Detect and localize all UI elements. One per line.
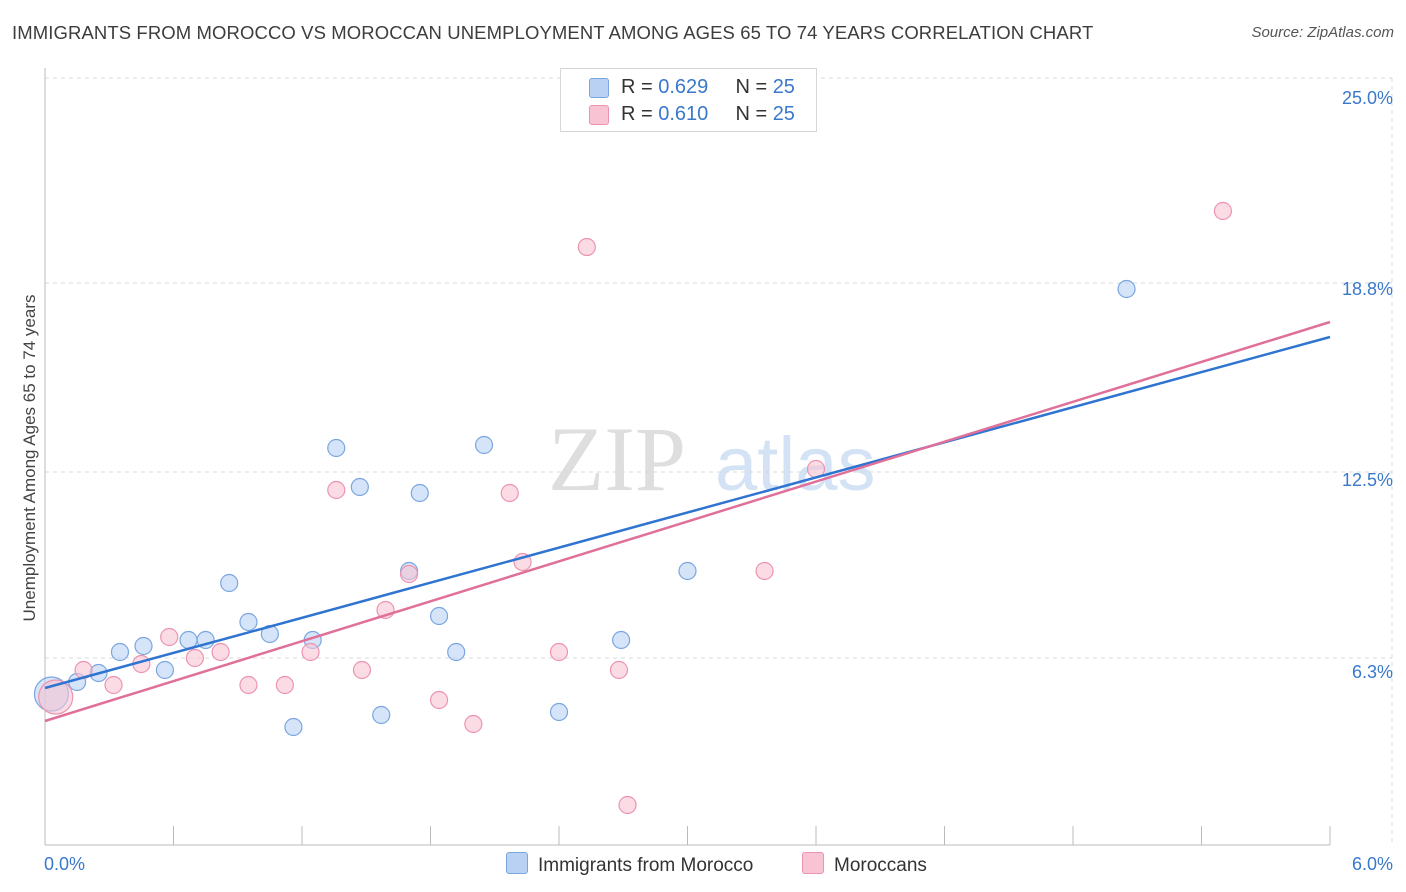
legend-swatch-pink — [802, 852, 824, 874]
y-tick-label: 25.0% — [1342, 88, 1393, 108]
x-tick-label: 0.0% — [44, 854, 85, 874]
legend-n-value: 25 — [772, 76, 795, 98]
correlation-legend: R = 0.629 N = 25 R = 0.610 N = 25 — [560, 68, 817, 132]
point-moroccans — [211, 642, 230, 662]
legend-n-label: N = — [735, 76, 773, 98]
y-tick-label: 18.8% — [1342, 279, 1393, 299]
point-moroccans — [500, 483, 519, 503]
legend-r-value: 0.610 — [658, 103, 709, 125]
point-moroccans — [1213, 201, 1233, 221]
y-tick-label: 12.5% — [1342, 470, 1393, 490]
point-morocco — [429, 606, 449, 626]
point-morocco — [372, 705, 391, 725]
legend-n-label: N = — [735, 103, 773, 125]
point-moroccans — [577, 237, 596, 257]
watermark: ZIP atlas — [548, 408, 876, 510]
point-morocco — [1117, 279, 1136, 299]
point-moroccans — [429, 690, 449, 710]
point-morocco — [284, 717, 303, 737]
point-morocco — [350, 477, 369, 497]
point-moroccans — [327, 480, 346, 500]
watermark-atlas: atlas — [715, 422, 876, 507]
legend-swatch-blue — [506, 852, 528, 874]
legend-swatch-blue — [589, 78, 609, 98]
point-moroccans — [352, 660, 372, 680]
y-tick-label: 6.3% — [1352, 662, 1393, 682]
point-morocco — [447, 642, 466, 662]
point-morocco — [474, 435, 494, 455]
point-morocco — [327, 438, 346, 458]
point-moroccans — [399, 564, 419, 584]
point-morocco — [134, 636, 153, 656]
point-moroccans — [618, 795, 637, 815]
point-moroccans — [185, 648, 205, 668]
watermark-zip: ZIP — [548, 408, 686, 510]
point-moroccans — [464, 714, 483, 734]
legend-n-value: 25 — [772, 103, 795, 125]
legend-r-value: 0.629 — [658, 76, 709, 98]
point-morocco — [239, 612, 258, 632]
point-moroccans — [104, 675, 123, 695]
point-morocco — [678, 561, 697, 581]
point-morocco — [220, 573, 239, 593]
y-axis-label: Unemployment Among Ages 65 to 74 years — [20, 294, 39, 622]
trend-line-morocco — [44, 335, 1331, 690]
legend-r-label: R = — [621, 76, 659, 98]
grid-lines — [45, 77, 1393, 845]
point-moroccans — [609, 660, 629, 680]
point-moroccans — [755, 561, 774, 581]
tick-labels: 6.3% 12.5% 18.8% 25.0% 0.0% 6.0% — [44, 88, 1393, 874]
legend-swatch-pink — [589, 105, 609, 125]
source-credit: Source: ZipAtlas.com — [1251, 24, 1394, 41]
bottom-legend-moroccans: Moroccans — [802, 852, 927, 877]
point-morocco — [110, 642, 130, 662]
point-morocco — [155, 660, 175, 680]
legend-r-label: R = — [621, 103, 659, 125]
axes — [44, 68, 1331, 846]
point-moroccans — [549, 642, 569, 662]
point-morocco — [410, 483, 429, 503]
point-morocco — [612, 630, 631, 650]
series-name: Immigrants from Morocco — [538, 855, 754, 876]
point-moroccans — [239, 675, 258, 695]
x-tick-label: 6.0% — [1352, 854, 1393, 874]
point-morocco — [549, 702, 569, 722]
point-moroccans — [160, 627, 179, 647]
point-moroccans — [301, 642, 320, 662]
bottom-legend-morocco: Immigrants from Morocco — [506, 852, 753, 877]
trend-line-moroccans — [44, 320, 1331, 723]
point-moroccans — [275, 675, 294, 695]
data-points — [33, 201, 1233, 815]
trend-lines — [44, 320, 1331, 723]
series-name: Moroccans — [834, 855, 927, 876]
chart-title: IMMIGRANTS FROM MOROCCO VS MOROCCAN UNEM… — [12, 22, 1094, 43]
